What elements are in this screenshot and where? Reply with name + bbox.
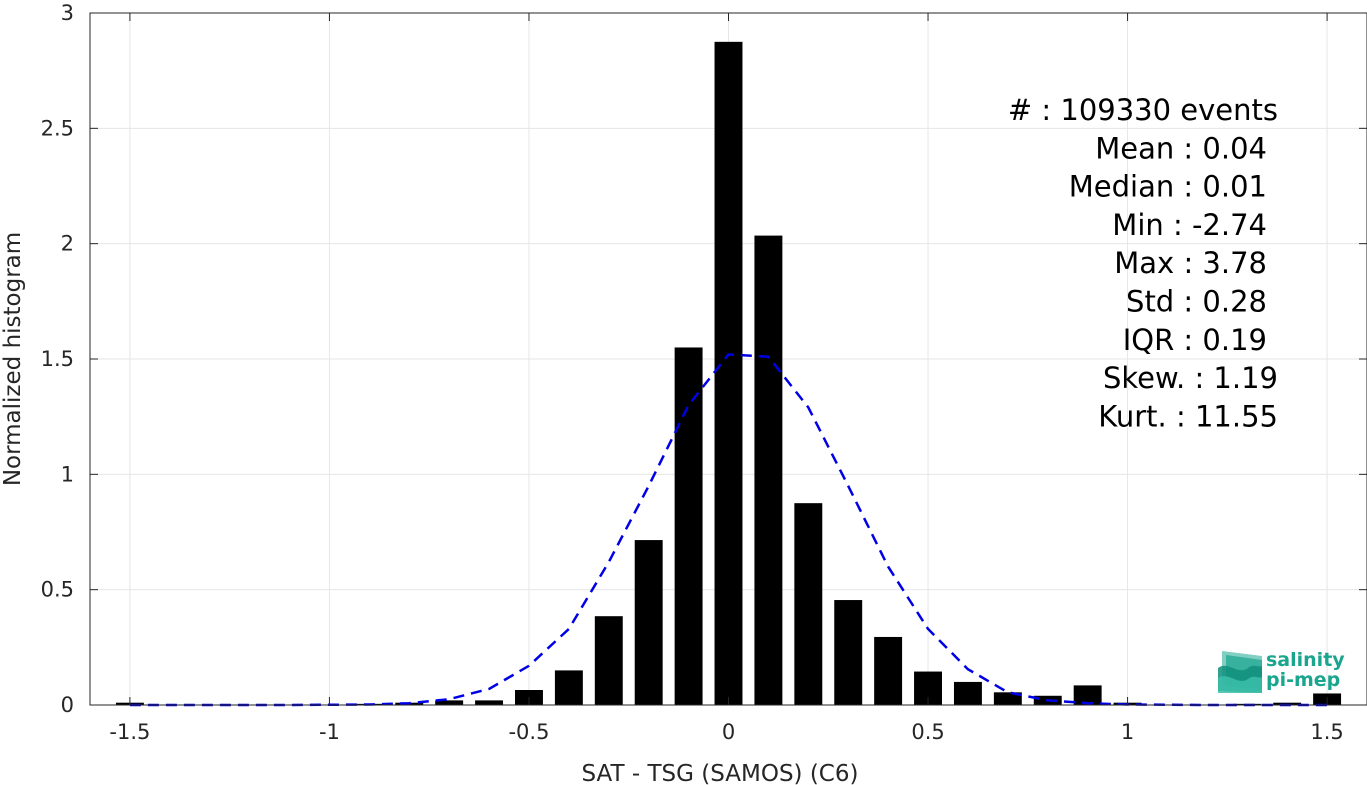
histogram-bar <box>834 600 863 705</box>
axis-ticks: -1.5 -1 -0.5 0 0.5 1 1.5 0 0.5 1 1.5 2 2.5 3 <box>41 1 1367 744</box>
y-tick-label: 0 <box>61 693 74 717</box>
stat-iqr: IQR : 0.19 <box>1123 323 1267 357</box>
histogram-bar <box>874 636 903 705</box>
y-axis-label: Normalized histogram <box>0 232 26 486</box>
histogram-bar <box>714 41 743 706</box>
x-tick-label: -1.5 <box>109 720 150 744</box>
histogram-bar <box>435 700 464 705</box>
stat-skew: Skew. : 1.19 <box>1103 361 1278 395</box>
stat-events: # : 109330 events <box>1008 93 1278 127</box>
stat-std: Std : 0.28 <box>1126 285 1267 319</box>
stat-min: Min : -2.74 <box>1112 208 1267 242</box>
y-tick-label: 0.5 <box>41 578 74 602</box>
y-tick-label: 1 <box>61 462 74 486</box>
histogram-bar <box>475 700 504 705</box>
wave-logo-icon <box>1218 651 1262 693</box>
stat-median: Median : 0.01 <box>1069 170 1267 204</box>
x-tick-label: 1.5 <box>1310 720 1343 744</box>
x-tick-label: 0 <box>722 720 735 744</box>
salinity-pimep-logo: salinity pi-mep <box>1218 649 1345 693</box>
histogram-bar <box>554 670 583 705</box>
stats-box: # : 109330 events Mean : 0.04 Median : 0… <box>1008 93 1278 433</box>
x-tick-label: -0.5 <box>508 720 549 744</box>
logo-line1: salinity <box>1266 649 1345 671</box>
x-tick-label: -1 <box>319 720 340 744</box>
y-tick-label: 3 <box>61 1 74 25</box>
y-tick-label: 2.5 <box>41 116 74 140</box>
x-tick-label: 1 <box>1121 720 1134 744</box>
histogram-bar <box>1073 685 1102 705</box>
stat-max: Max : 3.78 <box>1114 246 1267 280</box>
fit-curve <box>129 353 1328 707</box>
stat-kurt: Kurt. : 11.55 <box>1098 399 1278 433</box>
y-tick-label: 1.5 <box>41 347 74 371</box>
histogram-bar <box>634 540 663 705</box>
x-tick-label: 0.5 <box>911 720 944 744</box>
fit-curve-line <box>129 353 1328 707</box>
y-tick-label: 2 <box>61 232 74 256</box>
x-axis-label: SAT - TSG (SAMOS) (C6) <box>582 761 859 785</box>
histogram-bar <box>754 235 783 706</box>
histogram-bar <box>794 503 823 705</box>
stat-mean: Mean : 0.04 <box>1095 131 1267 165</box>
histogram-bar <box>594 616 623 705</box>
histogram-bar <box>674 347 703 705</box>
histogram-bars <box>115 41 1342 706</box>
logo-line2: pi-mep <box>1266 669 1340 691</box>
histogram-bar <box>993 692 1022 705</box>
histogram-bar <box>953 681 982 705</box>
